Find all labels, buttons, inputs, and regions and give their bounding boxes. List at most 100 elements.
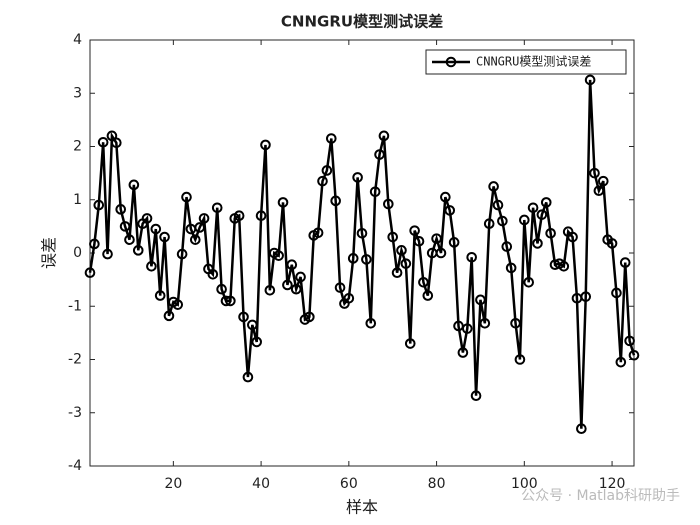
data-point bbox=[141, 213, 153, 224]
data-point bbox=[312, 227, 324, 239]
data-point bbox=[514, 354, 526, 365]
data-point bbox=[396, 245, 407, 256]
data-point bbox=[523, 276, 535, 288]
data-point bbox=[584, 74, 596, 86]
data-point bbox=[334, 282, 346, 293]
data-point bbox=[615, 356, 627, 368]
data-point bbox=[567, 231, 578, 243]
data-point bbox=[589, 167, 600, 179]
data-point bbox=[172, 299, 184, 310]
data-point bbox=[347, 253, 359, 264]
data-point bbox=[611, 287, 622, 299]
y-tick-label: 3 bbox=[73, 85, 82, 101]
y-tick-label: 1 bbox=[73, 192, 82, 208]
data-point bbox=[220, 295, 232, 307]
data-point bbox=[510, 317, 521, 329]
y-tick-label: 4 bbox=[73, 32, 82, 48]
data-point bbox=[369, 186, 381, 198]
data-point bbox=[387, 231, 399, 243]
data-point bbox=[466, 251, 477, 263]
data-point bbox=[159, 231, 170, 243]
data-point bbox=[93, 199, 105, 211]
data-point bbox=[124, 234, 135, 245]
data-point bbox=[242, 371, 254, 383]
data-point bbox=[431, 233, 442, 244]
data-point bbox=[619, 257, 631, 268]
data-point bbox=[115, 204, 127, 215]
y-tick-label: 2 bbox=[73, 139, 82, 155]
data-point bbox=[624, 335, 635, 347]
data-point bbox=[84, 267, 96, 279]
data-point bbox=[128, 179, 140, 191]
data-point bbox=[181, 191, 192, 203]
data-point bbox=[211, 202, 223, 214]
chart-title: CNNGRU模型测试误差 bbox=[281, 13, 443, 31]
data-point bbox=[146, 261, 157, 272]
data-point bbox=[374, 149, 385, 160]
data-point bbox=[111, 137, 122, 149]
legend-marker bbox=[445, 56, 457, 68]
data-point bbox=[461, 323, 473, 334]
data-point bbox=[119, 221, 131, 232]
data-point bbox=[247, 319, 258, 331]
x-tick-label: 100 bbox=[511, 476, 538, 492]
x-tick-label: 20 bbox=[164, 476, 182, 492]
data-point bbox=[400, 258, 412, 269]
data-point bbox=[277, 197, 289, 208]
data-point bbox=[225, 295, 236, 307]
y-tick-label: -3 bbox=[68, 405, 82, 421]
data-point bbox=[273, 250, 284, 261]
data-point bbox=[435, 247, 447, 259]
data-point bbox=[150, 223, 162, 235]
data-point bbox=[321, 165, 333, 176]
x-tick-label: 80 bbox=[428, 476, 446, 492]
data-point bbox=[264, 284, 276, 296]
data-point bbox=[290, 283, 302, 295]
y-axis-label: 误差 bbox=[40, 237, 59, 269]
data-point bbox=[102, 248, 113, 260]
data-point bbox=[558, 261, 570, 272]
watermark: 公众号 · Matlab科研助手 bbox=[521, 488, 680, 504]
y-tick-label: -1 bbox=[68, 298, 82, 314]
data-point bbox=[519, 214, 530, 226]
data-point bbox=[545, 227, 556, 239]
data-point bbox=[606, 238, 618, 249]
data-point bbox=[383, 198, 394, 210]
data-point bbox=[540, 197, 552, 208]
data-point bbox=[255, 210, 267, 222]
data-point bbox=[418, 276, 429, 288]
data-point bbox=[527, 202, 539, 214]
data-point bbox=[378, 130, 390, 142]
data-point bbox=[422, 290, 434, 301]
x-tick-label: 40 bbox=[252, 476, 270, 492]
data-point bbox=[295, 271, 306, 283]
data-point bbox=[189, 234, 201, 245]
x-tick-label: 60 bbox=[340, 476, 358, 492]
data-point bbox=[479, 317, 491, 329]
y-tick-label: 0 bbox=[73, 245, 82, 261]
data-point bbox=[444, 205, 456, 216]
data-point bbox=[483, 218, 495, 230]
data-point bbox=[365, 317, 377, 329]
data-point bbox=[89, 238, 100, 250]
x-tick-label: 120 bbox=[599, 476, 626, 492]
data-point bbox=[457, 347, 469, 358]
data-point bbox=[317, 175, 328, 187]
data-point bbox=[286, 259, 298, 271]
data-point bbox=[475, 294, 486, 306]
data-point bbox=[304, 311, 315, 323]
data-point bbox=[409, 225, 420, 236]
data-point bbox=[207, 269, 219, 280]
data-point bbox=[352, 172, 363, 183]
data-point bbox=[505, 262, 517, 274]
data-point bbox=[198, 213, 210, 224]
y-tick-label: -2 bbox=[68, 352, 82, 368]
data-point bbox=[532, 238, 543, 249]
x-axis-label: 样本 bbox=[346, 498, 378, 517]
data-point bbox=[391, 267, 403, 279]
data-point bbox=[470, 390, 482, 402]
data-point bbox=[497, 215, 508, 227]
data-point bbox=[216, 283, 227, 295]
data-point bbox=[356, 227, 368, 239]
